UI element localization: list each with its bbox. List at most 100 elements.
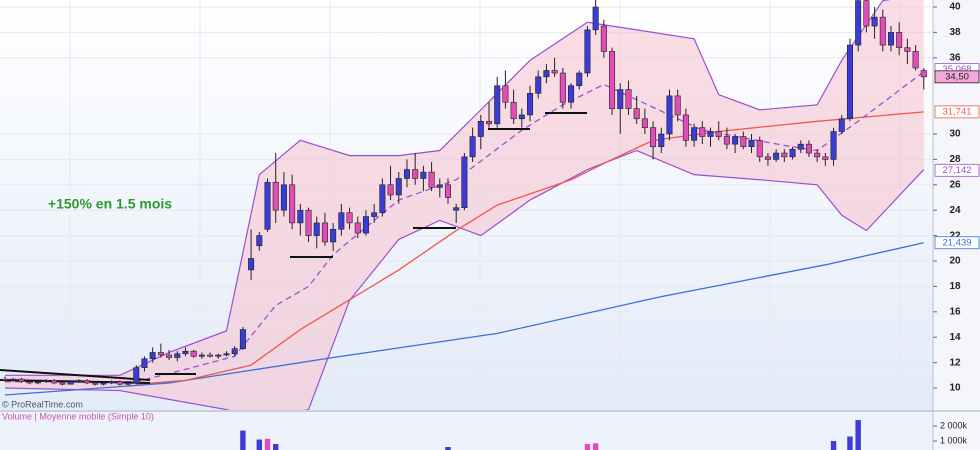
- candle-body: [420, 171, 427, 179]
- candle-body: [453, 207, 460, 211]
- price-tag: [934, 70, 980, 84]
- candle-body: [100, 382, 107, 385]
- volume-bar: [855, 420, 861, 450]
- candle-body: [116, 381, 123, 385]
- volume-bar: [445, 447, 451, 450]
- candle-body: [658, 133, 665, 148]
- candle-body: [371, 212, 378, 217]
- candle-body: [518, 114, 525, 120]
- candle-body: [280, 184, 287, 211]
- candle-body: [527, 93, 534, 116]
- candle-body: [904, 47, 911, 52]
- candle-body: [461, 156, 468, 208]
- y-tick-label: 22: [949, 230, 961, 241]
- price-tag: [934, 105, 980, 119]
- candle-body: [403, 169, 410, 179]
- candle-body: [215, 354, 222, 357]
- candle-body: [641, 118, 648, 128]
- candle-body: [773, 152, 780, 160]
- volume-bars: [240, 420, 861, 450]
- candle-body: [289, 184, 296, 224]
- candle-body: [682, 114, 689, 141]
- candle-body: [920, 70, 927, 78]
- y-tick-label: 28: [949, 154, 961, 165]
- candle-body: [559, 72, 566, 103]
- y-tick-label: 18: [949, 281, 961, 292]
- candle-body: [18, 378, 25, 382]
- candle-body: [10, 378, 17, 381]
- candle-body: [469, 136, 476, 158]
- candle-body: [59, 382, 66, 385]
- candle-body: [748, 140, 755, 148]
- candle-body: [912, 51, 919, 69]
- candle-body: [674, 95, 681, 116]
- y-tick-label: 40: [949, 2, 961, 13]
- volume-bar: [592, 443, 599, 450]
- candle-body: [67, 381, 74, 385]
- candle-body: [494, 85, 501, 125]
- candle-body: [248, 258, 255, 271]
- candle-body: [26, 381, 33, 384]
- band-lower: [4, 149, 925, 410]
- candle-body: [576, 72, 583, 87]
- candle-body: [231, 348, 238, 355]
- candle-body: [133, 367, 140, 384]
- candle-body: [584, 29, 591, 74]
- volume-tick-label: 1 000k: [940, 435, 968, 445]
- volume-bar: [584, 444, 591, 450]
- candle-body: [125, 382, 132, 385]
- candle-body: [34, 381, 41, 384]
- y-tick-label: 38: [949, 27, 961, 38]
- axis: 10 12 14 16 18 20 22 24 26 28 30 36 38 40 2 000k 1 000k…: [933, 2, 980, 445]
- candle-body: [444, 184, 451, 198]
- candle-body: [486, 120, 493, 125]
- candle-body: [863, 0, 870, 27]
- indicator-line: [5, 71, 925, 383]
- y-tick-label: 12: [949, 357, 961, 368]
- volume-bar: [830, 441, 837, 450]
- price-tag-label: 27,142: [942, 165, 971, 176]
- candle-body: [846, 44, 853, 120]
- candle-body: [568, 85, 575, 103]
- candle-body: [1, 378, 9, 381]
- price-tag: [934, 236, 980, 250]
- candle-body: [477, 120, 484, 137]
- volume-background: [0, 411, 933, 450]
- candle-body: [879, 16, 886, 46]
- candle-body: [740, 136, 747, 148]
- candle-body: [625, 89, 632, 109]
- candle-body: [75, 380, 82, 382]
- candle-body: [297, 209, 304, 224]
- annotation: +150% en 1.5 mois: [48, 196, 172, 212]
- candle-body: [551, 70, 558, 74]
- candle-body: [166, 354, 173, 358]
- candle-body: [141, 358, 148, 369]
- candle-body: [436, 184, 443, 188]
- candle-body: [387, 184, 394, 196]
- candle-body: [149, 352, 156, 360]
- candle-body: [395, 178, 402, 196]
- candle-body: [264, 181, 271, 230]
- volume-tick-label: 2 000k: [940, 420, 968, 430]
- y-tick-label: 26: [949, 179, 961, 190]
- candle-body: [502, 85, 509, 103]
- candle-body: [814, 152, 821, 158]
- candles: [1, 0, 927, 386]
- candle-body: [174, 353, 181, 358]
- candle-body: [313, 222, 320, 236]
- candle-body: [715, 131, 722, 137]
- candle-body: [732, 136, 739, 145]
- candle-body: [510, 101, 517, 120]
- y-tick-label: 10: [949, 383, 961, 394]
- candle-body: [207, 354, 214, 357]
- y-tick-label: 24: [949, 205, 961, 216]
- candle-body: [600, 25, 607, 52]
- candle-body: [157, 352, 164, 356]
- candle-body: [896, 32, 903, 48]
- candle-body: [338, 212, 345, 230]
- candle-body: [592, 6, 599, 31]
- candle-body: [789, 148, 796, 158]
- candle-body: [691, 127, 698, 141]
- candle-body: [182, 350, 189, 355]
